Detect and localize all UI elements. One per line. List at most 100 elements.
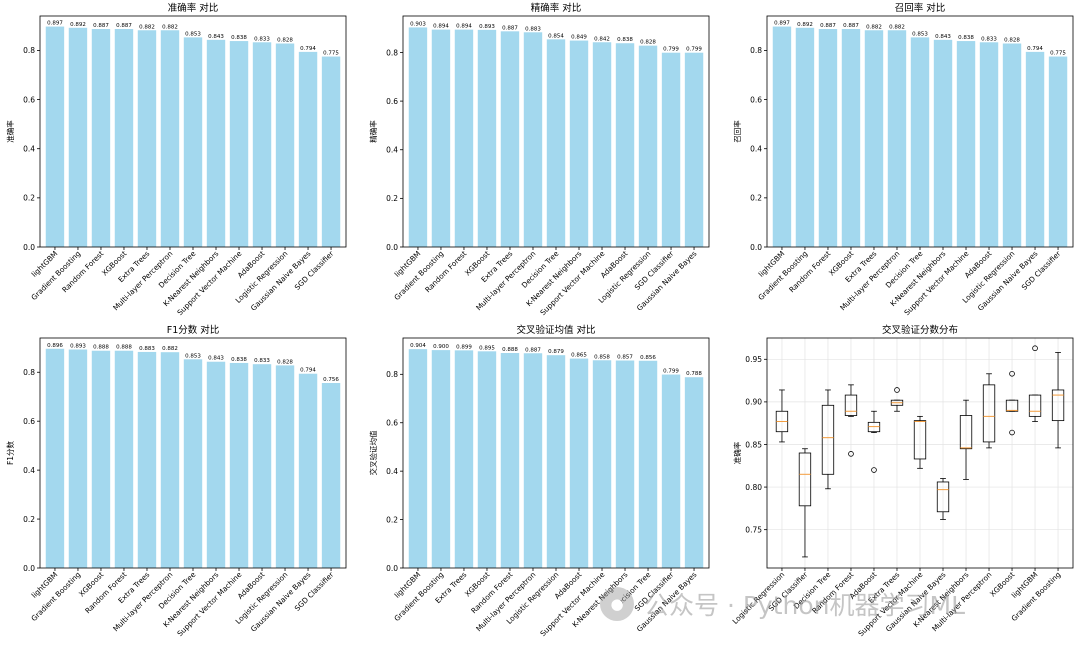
box [798, 452, 812, 507]
box [936, 481, 950, 513]
outlier-point [1032, 345, 1038, 352]
plot-frame [402, 15, 710, 248]
data-label: 0.894 [456, 24, 472, 30]
data-label: 0.892 [797, 22, 813, 28]
y-tick-label: 0.4 [23, 145, 35, 154]
bar [45, 26, 65, 248]
data-label: 0.833 [254, 358, 270, 364]
data-label: 0.888 [93, 345, 109, 351]
bar [45, 348, 65, 568]
y-tick-label: 0.8 [386, 370, 398, 379]
data-label: 0.887 [502, 25, 518, 31]
y-tick-label: 0.2 [23, 515, 35, 524]
data-label: 0.882 [889, 24, 905, 30]
bar [887, 30, 907, 248]
data-label: 0.899 [456, 344, 472, 350]
box [1028, 394, 1042, 417]
bar [1048, 56, 1068, 248]
box [844, 394, 858, 416]
data-label: 0.888 [502, 347, 518, 353]
data-label: 0.775 [323, 51, 339, 57]
bar [841, 29, 861, 247]
data-label: 0.904 [410, 343, 426, 349]
data-label: 0.882 [866, 24, 882, 30]
y-tick-label: 0.0 [386, 564, 398, 573]
bar [684, 377, 704, 568]
data-label: 0.828 [1004, 38, 1020, 44]
data-label: 0.843 [208, 34, 224, 40]
data-label: 0.892 [70, 22, 86, 28]
bar [477, 351, 497, 568]
y-tick-label: 0.2 [23, 194, 35, 203]
y-axis-label: F1分数 [5, 440, 15, 465]
y-tick-label: 0.6 [386, 419, 398, 428]
wechat-logo-icon: ● [600, 587, 634, 621]
data-label: 0.799 [663, 369, 679, 375]
bar [408, 349, 428, 568]
data-label: 0.887 [116, 23, 132, 29]
y-tick-label: 0.75 [745, 525, 762, 534]
y-tick-label: 0.2 [750, 194, 762, 203]
outlier-point [894, 387, 900, 393]
plot-frame [402, 337, 710, 569]
y-axis-label: 召回率 [732, 120, 742, 143]
data-label: 0.894 [433, 24, 449, 30]
data-label: 0.828 [277, 38, 293, 44]
data-label: 0.843 [935, 34, 951, 40]
y-tick-label: 0.8 [750, 46, 762, 55]
plot-frame [39, 337, 347, 569]
data-label: 0.799 [663, 47, 679, 53]
data-label: 0.794 [300, 368, 316, 374]
y-tick-label: 0.8 [386, 48, 398, 57]
bar [160, 352, 180, 568]
box [913, 420, 927, 460]
bar [684, 52, 704, 247]
data-label: 0.887 [93, 23, 109, 29]
chart-title: 交叉验证均值 对比 [516, 324, 595, 336]
bar [864, 30, 884, 248]
bar [1025, 51, 1045, 247]
outlier-point [1009, 370, 1015, 377]
y-tick-label: 0.8 [23, 368, 35, 377]
y-tick-label: 0.2 [386, 515, 398, 524]
data-label: 0.883 [525, 26, 541, 32]
bar [638, 360, 658, 568]
box [1005, 399, 1019, 412]
bar [615, 43, 635, 247]
y-tick-label: 0.6 [23, 417, 35, 426]
data-label: 0.882 [162, 346, 178, 352]
bar [229, 41, 249, 248]
y-tick-label: 0.0 [23, 564, 35, 573]
box [982, 384, 996, 443]
bar [321, 383, 341, 568]
bar [275, 365, 295, 568]
data-label: 0.842 [594, 36, 610, 42]
bar [454, 29, 474, 248]
data-label: 0.833 [254, 36, 270, 42]
data-label: 0.903 [410, 21, 426, 27]
bar [183, 37, 203, 247]
y-tick-label: 0.80 [745, 483, 762, 492]
chart-panel-4: F1分数 对比 F1分数 0.0 0.2 0.4 0.6 0.8 0.896 0.893 0.88… [5, 324, 347, 638]
bar [500, 31, 520, 248]
y-tick-label: 0.90 [745, 398, 762, 407]
data-label: 0.865 [571, 353, 587, 359]
watermark: ● 公众号 · Python机器学习ML [600, 584, 965, 624]
bar [500, 353, 520, 568]
y-axis-label: 准确率 [5, 120, 15, 143]
data-label: 0.756 [323, 377, 339, 383]
data-label: 0.887 [525, 347, 541, 353]
data-label: 0.897 [774, 21, 790, 27]
y-tick-label: 0.6 [750, 95, 762, 104]
data-label: 0.856 [640, 355, 656, 361]
y-axis-label: 精确率 [368, 120, 378, 143]
data-label: 0.858 [594, 354, 610, 360]
y-tick-label: 0.4 [386, 467, 398, 476]
data-label: 0.882 [162, 24, 178, 30]
bar [592, 360, 612, 568]
bar [321, 56, 341, 248]
y-tick-label: 0.8 [23, 46, 35, 55]
bar [910, 37, 930, 247]
